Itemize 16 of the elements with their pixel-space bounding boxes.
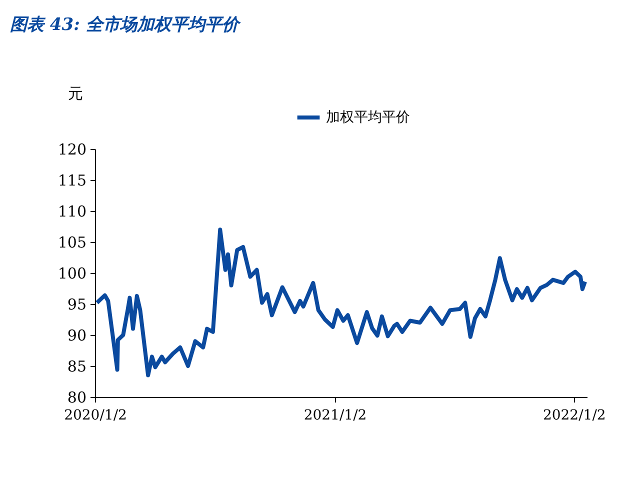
- y-tick-label: 95: [67, 296, 86, 314]
- y-axis-title: 元: [68, 84, 83, 102]
- y-tick-label: 90: [67, 326, 86, 344]
- line-series: [94, 228, 588, 378]
- y-tick-label: 100: [58, 264, 86, 282]
- y-tick-label: 105: [58, 234, 86, 252]
- y-tick-label: 115: [58, 172, 86, 190]
- x-tick-label: 2020/1/2: [64, 408, 127, 424]
- legend-label: 加权平均平价: [326, 110, 410, 126]
- y-tick-label: 110: [58, 202, 86, 220]
- x-tick-label: 2022/1/2: [542, 408, 606, 424]
- y-tick-label: 80: [67, 388, 86, 406]
- x-tick-label: 2021/1/2: [304, 408, 367, 424]
- chart-title: 图表 43: 全市场加权平均平价: [10, 15, 242, 35]
- y-tick-label: 120: [58, 140, 86, 158]
- y-tick-label: 85: [67, 358, 86, 376]
